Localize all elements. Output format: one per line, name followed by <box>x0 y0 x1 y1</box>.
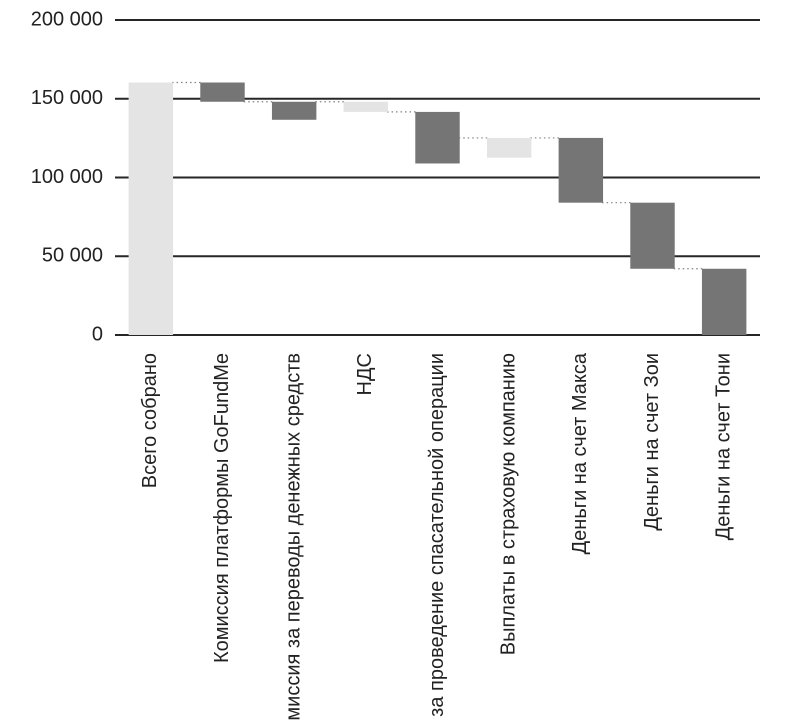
x-tick-label: Всего собрано <box>139 353 161 488</box>
x-tick-label: Деньги на счет Тони <box>712 353 734 540</box>
chart-background <box>0 0 790 720</box>
x-tick-label: НДС <box>354 353 376 395</box>
x-tick-label: Счет за проведение спасательной операции <box>426 353 448 720</box>
waterfall-bar <box>415 112 459 164</box>
x-tick-label: Деньги на счет Зои <box>641 353 663 531</box>
waterfall-bar <box>702 269 746 335</box>
chart-svg: 0 50 000 100 000 150 000 200 000 Всего собран… <box>0 0 790 720</box>
y-tick-label: 200 000 <box>31 8 103 30</box>
waterfall-bar <box>272 102 316 120</box>
y-tick-label: 100 000 <box>31 166 103 188</box>
waterfall-chart: 0 50 000 100 000 150 000 200 000 Всего собран… <box>0 0 790 720</box>
x-tick-label: Выплаты в страховую компанию <box>497 353 519 655</box>
y-tick-label: 50 000 <box>42 245 103 267</box>
x-tick-label: Комиссия платформы GoFundMe <box>211 353 233 663</box>
waterfall-bar <box>344 102 388 112</box>
y-tick-label: 0 <box>92 323 103 345</box>
y-tick-label: 150 000 <box>31 87 103 109</box>
waterfall-bar <box>200 83 244 102</box>
waterfall-bar <box>630 203 674 269</box>
x-tick-label: Комиссия за переводы денежных средств <box>282 353 304 720</box>
waterfall-bar <box>559 138 603 203</box>
x-tick-label: Деньги на счет Макса <box>569 352 591 554</box>
waterfall-bar <box>487 138 531 158</box>
waterfall-bar <box>129 83 173 335</box>
